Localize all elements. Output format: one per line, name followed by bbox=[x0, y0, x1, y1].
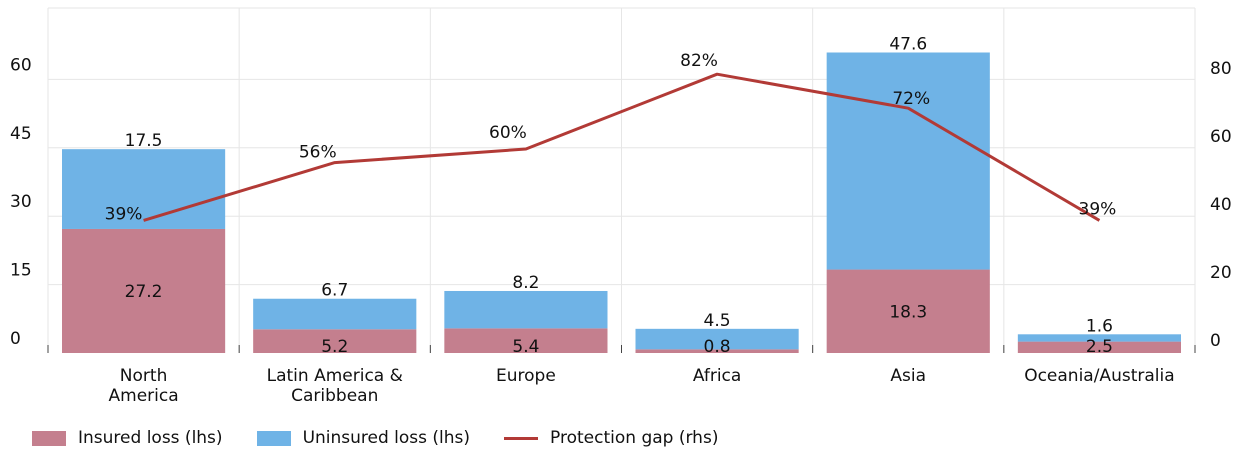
right-tick-label-2: 40 bbox=[1210, 195, 1232, 215]
label-gap-1: 56% bbox=[299, 143, 337, 163]
category-label-1-0: Latin America & bbox=[267, 366, 403, 386]
bar-insured-1 bbox=[253, 329, 417, 353]
label-gap-4: 72% bbox=[892, 89, 930, 109]
legend-label-insured: Insured loss (lhs) bbox=[78, 428, 223, 448]
bar-insured-2 bbox=[444, 328, 608, 353]
right-tick-label-0: 0 bbox=[1210, 331, 1221, 351]
right-tick-label-1: 20 bbox=[1210, 263, 1232, 283]
left-tick-label-3: 45 bbox=[10, 124, 32, 144]
legend-item-insured: Insured loss (lhs) bbox=[32, 428, 223, 448]
legend: Insured loss (lhs) Uninsured loss (lhs) … bbox=[32, 428, 752, 448]
left-tick-label-0: 0 bbox=[10, 329, 21, 349]
line-protection-gap bbox=[143, 72, 1101, 222]
bar-insured-4 bbox=[826, 269, 990, 353]
label-gap-5: 39% bbox=[1079, 199, 1117, 219]
right-tick-label-3: 60 bbox=[1210, 127, 1232, 147]
label-uninsured-3: 4.5 bbox=[704, 311, 731, 331]
label-insured-1: 5.2 bbox=[321, 337, 348, 357]
bar-uninsured-2 bbox=[444, 290, 608, 329]
bar-insured-0 bbox=[62, 228, 226, 353]
label-gap-0: 39% bbox=[105, 204, 143, 224]
bar-insured-5 bbox=[1017, 341, 1181, 353]
legend-swatch-gap bbox=[504, 436, 539, 440]
legend-label-uninsured: Uninsured loss (lhs) bbox=[302, 428, 471, 448]
bar-uninsured-0 bbox=[62, 149, 226, 229]
bar-insured-3 bbox=[635, 349, 799, 353]
category-label-1-1: Caribbean bbox=[291, 386, 378, 406]
legend-swatch-uninsured bbox=[256, 430, 291, 446]
label-uninsured-1: 6.7 bbox=[321, 281, 348, 301]
left-tick-label-2: 30 bbox=[10, 192, 32, 212]
label-uninsured-5: 1.6 bbox=[1086, 316, 1113, 336]
legend-label-gap: Protection gap (rhs) bbox=[550, 428, 719, 448]
bar-uninsured-4 bbox=[826, 52, 990, 270]
label-uninsured-4: 47.6 bbox=[889, 34, 927, 54]
bar-uninsured-1 bbox=[253, 298, 417, 330]
label-gap-3: 82% bbox=[680, 51, 718, 71]
label-insured-0: 27.2 bbox=[125, 282, 163, 302]
label-insured-5: 2.5 bbox=[1086, 337, 1113, 357]
category-label-3-0: Africa bbox=[693, 366, 742, 386]
category-label-4-0: Asia bbox=[890, 366, 926, 386]
category-label-5-0: Oceania/Australia bbox=[1024, 366, 1174, 386]
legend-swatch-insured bbox=[32, 430, 66, 446]
category-label-0-0: North bbox=[120, 366, 168, 386]
legend-item-uninsured: Uninsured loss (lhs) bbox=[256, 428, 471, 448]
label-insured-2: 5.4 bbox=[512, 337, 539, 357]
legend-item-gap: Protection gap (rhs) bbox=[504, 428, 718, 448]
label-insured-3: 0.8 bbox=[704, 337, 731, 357]
bar-uninsured-3 bbox=[635, 328, 799, 350]
left-tick-label-1: 15 bbox=[10, 261, 32, 281]
label-insured-4: 18.3 bbox=[889, 302, 927, 322]
bar-uninsured-5 bbox=[1017, 334, 1181, 342]
category-label-2-0: Europe bbox=[496, 366, 556, 386]
label-uninsured-2: 8.2 bbox=[512, 273, 539, 293]
category-label-0-1: America bbox=[109, 386, 179, 406]
label-gap-2: 60% bbox=[489, 123, 527, 143]
right-tick-label-4: 80 bbox=[1210, 59, 1232, 79]
label-uninsured-0: 17.5 bbox=[125, 131, 163, 151]
left-tick-label-4: 60 bbox=[10, 55, 32, 75]
